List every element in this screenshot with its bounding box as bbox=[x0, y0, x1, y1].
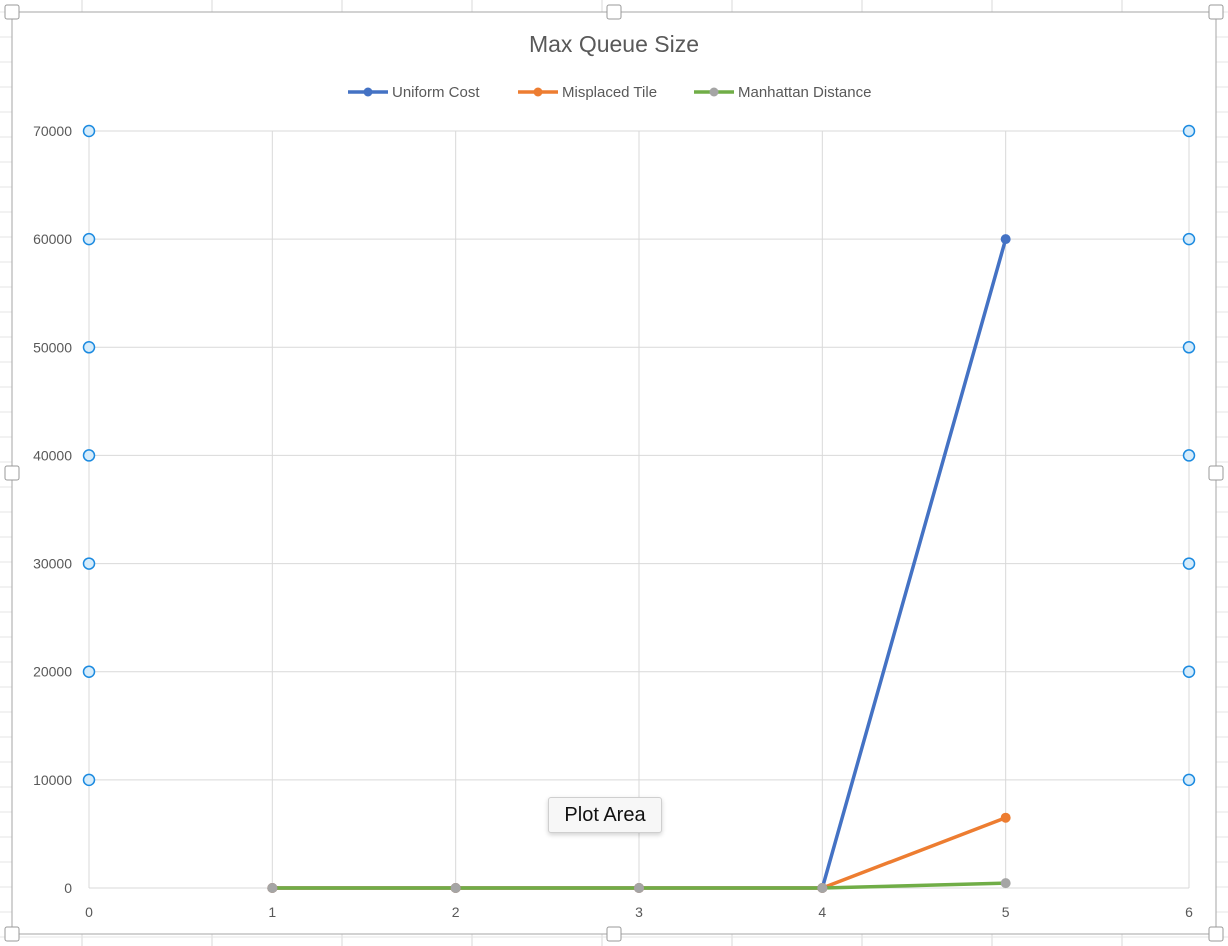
chart-title[interactable]: Max Queue Size bbox=[529, 31, 699, 57]
legend-swatch-marker bbox=[709, 87, 719, 97]
data-point-manhattan-distance[interactable] bbox=[450, 883, 461, 893]
x-tick-label: 1 bbox=[268, 904, 276, 920]
x-axis[interactable]: 0 1 2 3 4 5 6 bbox=[85, 904, 1193, 920]
y-axis[interactable]: 0 10000 20000 30000 40000 50000 60000 70000 bbox=[33, 123, 72, 896]
axis-selection-handle[interactable] bbox=[82, 341, 96, 354]
x-tick-label: 5 bbox=[1002, 904, 1010, 920]
selection-handles[interactable] bbox=[4, 4, 1224, 942]
axis-selection-handle[interactable] bbox=[1182, 773, 1196, 787]
y-tick-label: 0 bbox=[64, 880, 72, 896]
axis-selection-handle[interactable] bbox=[1182, 557, 1196, 570]
data-point-manhattan-distance[interactable] bbox=[267, 883, 278, 893]
axis-selection-handle[interactable] bbox=[82, 124, 96, 138]
x-tick-label: 3 bbox=[635, 904, 643, 920]
chart-resize-handle[interactable] bbox=[4, 4, 20, 20]
legend-swatch-marker bbox=[533, 87, 543, 97]
data-point-uniform-cost[interactable] bbox=[1000, 234, 1011, 245]
x-tick-label: 6 bbox=[1185, 904, 1193, 920]
axis-selection-handle[interactable] bbox=[82, 665, 96, 678]
legend-item-uniform-cost[interactable]: Uniform Cost bbox=[348, 84, 480, 101]
x-tick-label: 2 bbox=[452, 904, 460, 920]
axis-selection-handle[interactable] bbox=[1182, 124, 1196, 138]
plot-area[interactable] bbox=[267, 234, 1011, 893]
legend[interactable]: Uniform Cost Misplaced Tile Manhattan Dist… bbox=[348, 84, 871, 101]
y-tick-label: 60000 bbox=[33, 231, 72, 247]
legend-item-manhattan-distance[interactable]: Manhattan Distance bbox=[694, 84, 871, 101]
chart-border bbox=[11, 11, 1217, 935]
axis-selection-handle[interactable] bbox=[82, 773, 96, 787]
legend-item-misplaced-tile[interactable]: Misplaced Tile bbox=[518, 84, 657, 101]
y-tick-label: 10000 bbox=[33, 772, 72, 788]
legend-label: Uniform Cost bbox=[392, 84, 480, 101]
data-point-manhattan-distance[interactable] bbox=[634, 883, 644, 893]
y-tick-label: 40000 bbox=[33, 447, 72, 463]
chart-resize-handle[interactable] bbox=[4, 926, 20, 942]
chart-resize-handle[interactable] bbox=[1208, 4, 1224, 20]
chart-resize-handle[interactable] bbox=[606, 926, 622, 942]
x-tick-label: 4 bbox=[818, 904, 826, 920]
axis-selection-handle[interactable] bbox=[82, 232, 96, 246]
legend-label: Manhattan Distance bbox=[738, 84, 871, 101]
chart-resize-handle[interactable] bbox=[4, 465, 20, 481]
data-point-manhattan-distance[interactable] bbox=[1000, 878, 1011, 889]
legend-swatch-marker bbox=[363, 87, 373, 97]
data-point-manhattan-distance[interactable] bbox=[817, 883, 828, 893]
axis-selection-handle[interactable] bbox=[1182, 341, 1196, 354]
data-point-misplaced-tile[interactable] bbox=[1000, 812, 1011, 823]
plot-area-tooltip: Plot Area bbox=[548, 797, 662, 833]
axis-selection-handle[interactable] bbox=[82, 449, 96, 462]
axis-selection-handle[interactable] bbox=[1182, 449, 1196, 462]
axis-selection-handle[interactable] bbox=[82, 557, 96, 570]
y-tick-label: 30000 bbox=[33, 556, 72, 572]
axis-selection-handle[interactable] bbox=[1182, 232, 1196, 246]
legend-label: Misplaced Tile bbox=[562, 84, 657, 101]
y-tick-label: 70000 bbox=[33, 123, 72, 139]
y-tick-label: 20000 bbox=[33, 664, 72, 680]
chart-resize-handle[interactable] bbox=[1208, 465, 1224, 481]
x-tick-label: 0 bbox=[85, 904, 93, 920]
chart-resize-handle[interactable] bbox=[606, 4, 622, 20]
y-tick-label: 50000 bbox=[33, 339, 72, 355]
chart-resize-handle[interactable] bbox=[1208, 926, 1224, 942]
axis-selection-handle[interactable] bbox=[1182, 665, 1196, 678]
